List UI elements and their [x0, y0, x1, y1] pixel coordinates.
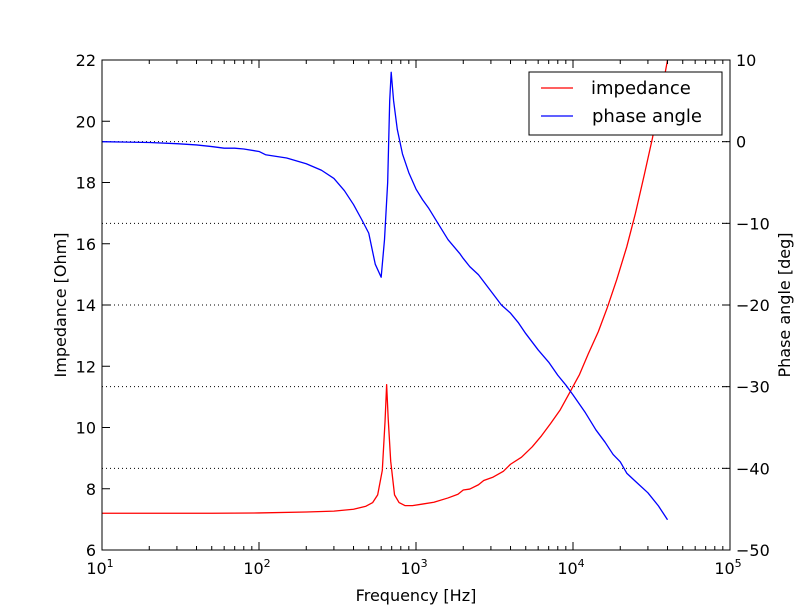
legend: impedance phase angle: [528, 71, 723, 136]
y-left-tick-label: 6: [86, 541, 96, 560]
y-left-tick-label: 8: [86, 480, 96, 499]
x-tick-label: 102: [243, 557, 270, 578]
y-left-tick-label: 18: [76, 174, 96, 193]
legend-box: [528, 71, 723, 136]
y-left-tick-label: 12: [76, 357, 96, 376]
x-tick-label: 105: [714, 557, 741, 578]
y-left-tick-label: 10: [76, 419, 96, 438]
y-right-tick-label: −20: [736, 296, 770, 315]
x-tick-label: 101: [86, 557, 113, 578]
legend-label-impedance: impedance: [591, 78, 691, 99]
y-right-tick-label: 10: [736, 51, 756, 70]
series-layer: [102, 60, 669, 521]
y-right-tick-label: −30: [736, 378, 770, 397]
y-left-tick-label: 14: [76, 296, 96, 315]
y-axis-label-right: Phase angle [deg]: [775, 233, 794, 378]
legend-label-phase-angle: phase angle: [592, 106, 702, 127]
y-left-tick-label: 22: [76, 51, 96, 70]
y-right-tick-label: −40: [736, 459, 770, 478]
y-right-tick-label: 0: [736, 133, 746, 152]
y-axis-label-left: Impedance [Ohm]: [51, 233, 70, 378]
x-tick-label: 104: [557, 557, 584, 578]
y-right-tick-label: −10: [736, 214, 770, 233]
series-line-phase-angle: [102, 71, 669, 521]
y-right-tick-label: −50: [736, 541, 770, 560]
ticks-layer: 101 102 103 104 105 6 8 10 12 14 16 18 20 22 −50 −40 −30…: [76, 51, 770, 578]
grid-lines: [102, 141, 730, 469]
x-axis-label: Frequency [Hz]: [356, 586, 477, 605]
y-left-tick-label: 20: [76, 112, 96, 131]
x-tick-label: 103: [400, 557, 427, 578]
series-line-impedance: [102, 60, 669, 514]
y-left-tick-label: 16: [76, 235, 96, 254]
